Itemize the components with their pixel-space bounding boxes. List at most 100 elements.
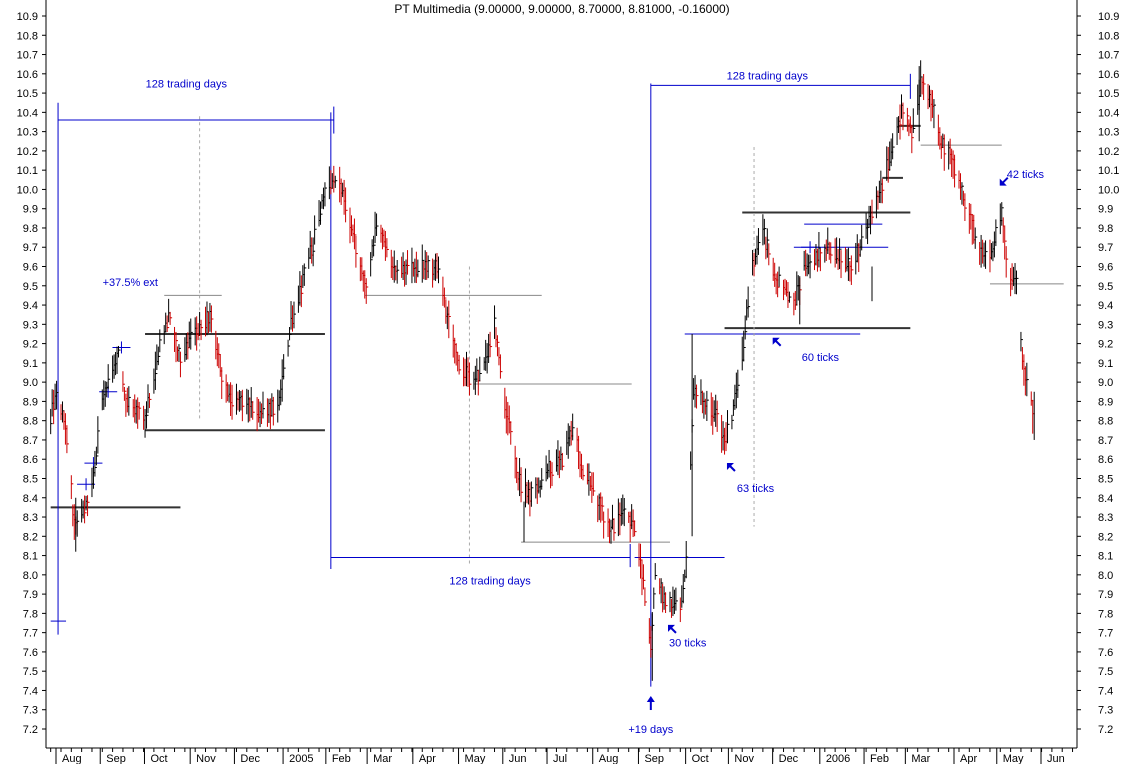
label-128-trading-days-1: 128 trading days	[146, 78, 228, 90]
y-tick-label-right: 7.8	[1098, 608, 1113, 620]
y-tick-label-right: 8.9	[1098, 396, 1113, 408]
y-tick-label-right: 8.2	[1098, 531, 1113, 543]
x-tick-label: Jun	[1047, 753, 1065, 764]
y-tick-label-right: 7.5	[1098, 666, 1113, 678]
x-tick-label: Nov	[196, 753, 216, 764]
y-tick-label-left: 9.5	[23, 281, 38, 293]
y-tick-label-left: 7.6	[23, 647, 38, 659]
y-tick-label-left: 9.6	[23, 262, 38, 274]
y-tick-label-left: 10.4	[17, 107, 38, 119]
y-tick-label-left: 10.9	[17, 11, 38, 23]
y-tick-label-left: 8.6	[23, 454, 38, 466]
y-tick-label-left: 10.2	[17, 146, 38, 158]
y-tick-label-right: 7.4	[1098, 685, 1113, 697]
y-tick-label-left: 7.2	[23, 724, 38, 736]
label-42-ticks: 42 ticks	[1007, 169, 1045, 181]
y-tick-label-left: 8.3	[23, 512, 38, 524]
x-tick-label: Sep	[644, 753, 664, 764]
chart-title: PT Multimedia (9.00000, 9.00000, 8.70000…	[394, 2, 729, 16]
x-tick-label: Jul	[553, 753, 567, 764]
y-axis-right: 7.2 7.3 7.4 7.5 7.6 7.7 7.8 7.9 8.0 8.1 8.2 8.3 8.4 8…	[1077, 11, 1119, 736]
y-tick-label-left: 9.8	[23, 223, 38, 235]
y-tick-label-left: 10.1	[17, 165, 38, 177]
x-tick-label: May	[1003, 753, 1024, 764]
x-tick-label: Aug	[62, 753, 82, 764]
y-tick-label-right: 7.9	[1098, 589, 1113, 601]
y-tick-label-right: 8.6	[1098, 454, 1113, 466]
y-tick-label-right: 8.5	[1098, 473, 1113, 485]
arrow-42-ticks	[999, 178, 1007, 186]
y-tick-label-right: 9.6	[1098, 262, 1113, 274]
y-tick-label-right: 10.9	[1098, 11, 1119, 23]
x-tick-label: Apr	[419, 753, 436, 764]
y-tick-label-left: 9.4	[23, 300, 38, 312]
x-tick-label: Mar	[911, 753, 930, 764]
y-tick-label-left: 10.5	[17, 88, 38, 100]
y-tick-label-right: 7.6	[1098, 647, 1113, 659]
y-tick-label-right: 10.4	[1098, 107, 1119, 119]
x-tick-label: Oct	[692, 753, 709, 764]
y-tick-label-left: 10.7	[17, 50, 38, 62]
y-tick-label-left: 8.8	[23, 416, 38, 428]
y-tick-label-left: 8.7	[23, 435, 38, 447]
y-tick-label-left: 8.2	[23, 531, 38, 543]
x-tick-label: Sep	[106, 753, 126, 764]
x-tick-label: 2006	[826, 753, 850, 764]
label-60-ticks: 60 ticks	[802, 352, 840, 364]
y-tick-label-right: 10.6	[1098, 69, 1119, 81]
y-tick-label-left: 9.1	[23, 358, 38, 370]
y-tick-label-left: 8.4	[23, 493, 38, 505]
label-19-days: +19 days	[628, 724, 673, 736]
annotations: 128 trading days +37.5% ext 128 trading da…	[103, 71, 1045, 736]
y-tick-label-right: 10.5	[1098, 88, 1119, 100]
y-tick-label-right: 9.4	[1098, 300, 1113, 312]
x-tick-label: Dec	[779, 753, 799, 764]
y-tick-label-left: 8.5	[23, 473, 38, 485]
y-tick-label-right: 9.3	[1098, 319, 1113, 331]
x-tick-label: Aug	[599, 753, 619, 764]
y-tick-label-right: 7.3	[1098, 705, 1113, 717]
label-63-ticks: 63 ticks	[737, 483, 775, 495]
label-128-trading-days-2: 128 trading days	[449, 576, 531, 588]
x-tick-label: Nov	[734, 753, 754, 764]
x-axis: Aug Sep Oct Nov Dec 2005 Feb Mar Apr May Jun Jul Aug…	[50, 748, 1074, 764]
y-tick-label-left: 9.7	[23, 242, 38, 254]
y-tick-label-right: 8.0	[1098, 570, 1113, 582]
y-tick-label-left: 9.3	[23, 319, 38, 331]
price-bars	[50, 60, 1035, 681]
y-tick-label-left: 10.6	[17, 69, 38, 81]
x-tick-label: May	[465, 753, 486, 764]
y-tick-label-right: 7.7	[1098, 628, 1113, 640]
y-tick-label-right: 8.7	[1098, 435, 1113, 447]
y-tick-label-right: 10.0	[1098, 184, 1119, 196]
label-128-trading-days-3: 128 trading days	[727, 71, 809, 83]
y-tick-label-right: 8.8	[1098, 416, 1113, 428]
y-tick-label-right: 9.8	[1098, 223, 1113, 235]
y-tick-label-right: 9.0	[1098, 377, 1113, 389]
horizontal-levels	[50, 116, 1064, 566]
cycle-markers	[50, 73, 911, 687]
x-tick-label: Apr	[960, 753, 977, 764]
y-tick-label-left: 10.0	[17, 184, 38, 196]
y-tick-label-right: 9.5	[1098, 281, 1113, 293]
y-axis-left: 7.2 7.3 7.4 7.5 7.6 7.7 7.8 7.9 8.0 8.1 8.2 8.3 8.4 8…	[17, 11, 46, 736]
y-tick-label-left: 7.3	[23, 705, 38, 717]
y-tick-label-right: 10.7	[1098, 50, 1119, 62]
y-tick-label-left: 10.3	[17, 127, 38, 139]
y-tick-label-left: 7.7	[23, 628, 38, 640]
y-tick-label-left: 7.4	[23, 685, 38, 697]
y-tick-label-right: 8.4	[1098, 493, 1113, 505]
x-tick-label: 2005	[289, 753, 313, 764]
y-tick-label-left: 9.0	[23, 377, 38, 389]
arrow-30-ticks	[667, 624, 675, 632]
y-tick-label-left: 8.0	[23, 570, 38, 582]
x-tick-label: Jun	[509, 753, 527, 764]
y-tick-label-right: 8.3	[1098, 512, 1113, 524]
y-tick-label-left: 8.9	[23, 396, 38, 408]
y-tick-label-left: 8.1	[23, 551, 38, 563]
arrow-up-19-days	[646, 696, 655, 703]
x-tick-label: Feb	[870, 753, 889, 764]
y-tick-label-right: 9.1	[1098, 358, 1113, 370]
y-tick-label-left: 10.8	[17, 30, 38, 42]
x-tick-label: Oct	[150, 753, 167, 764]
